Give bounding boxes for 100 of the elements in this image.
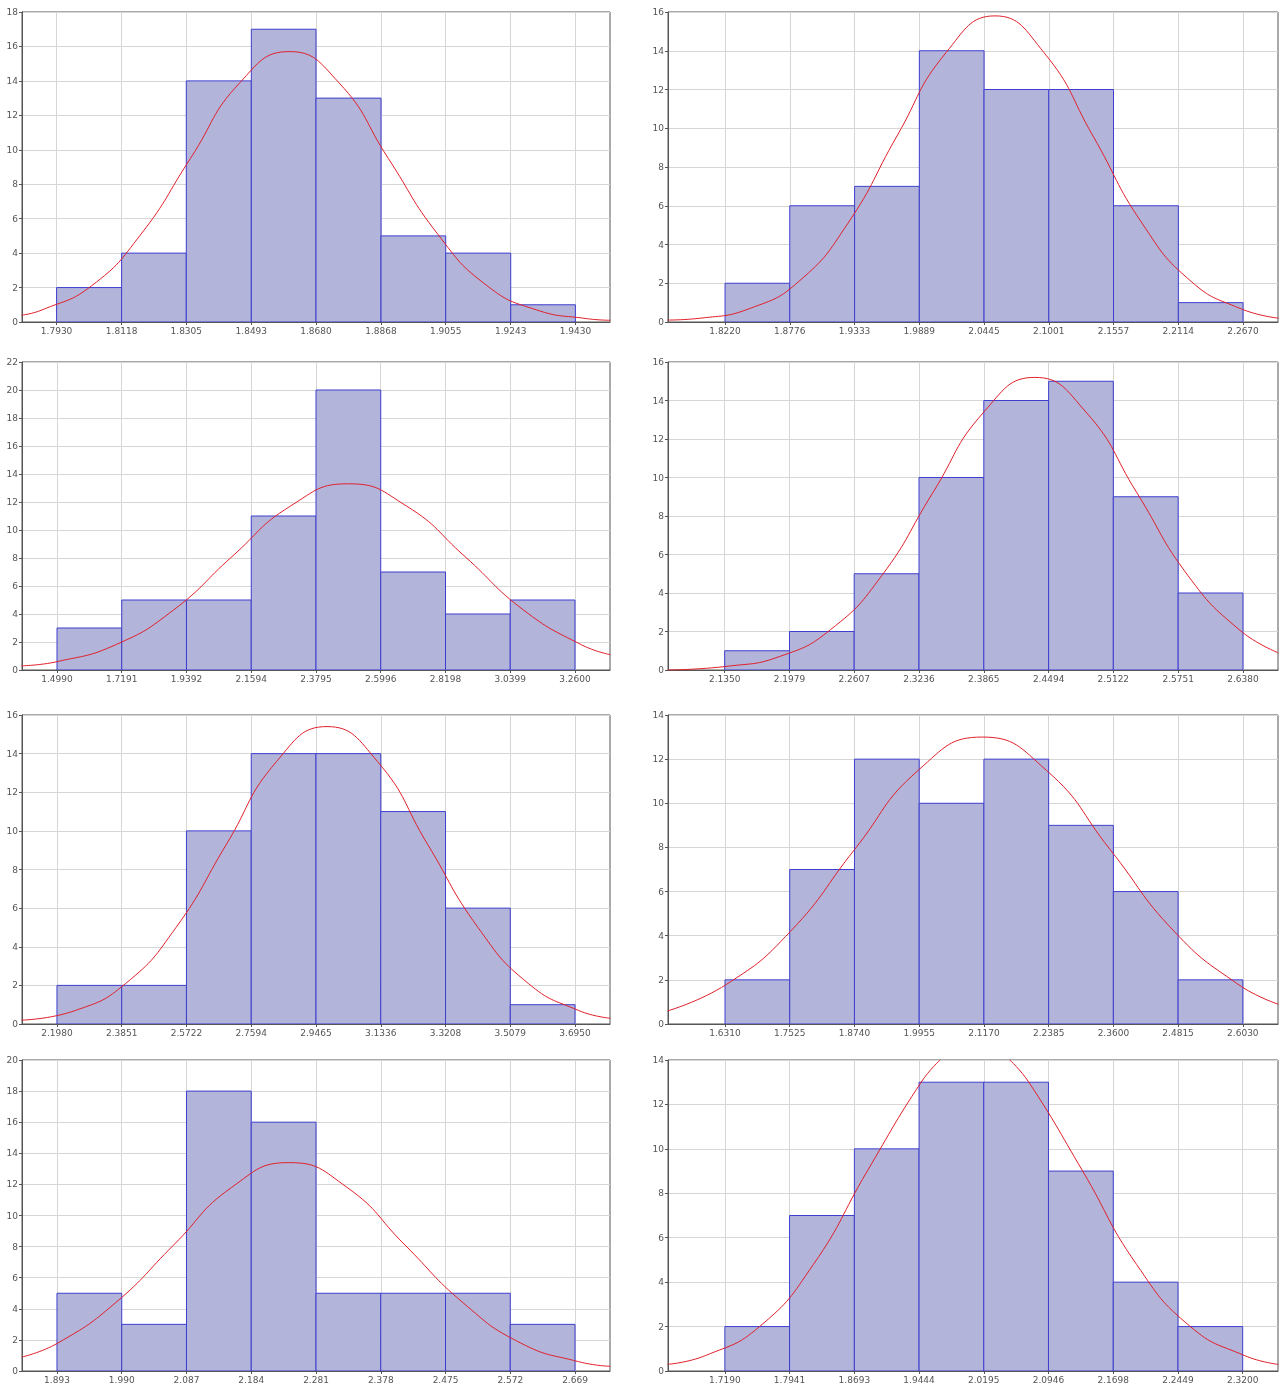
x-tick-label: 2.475	[432, 1374, 459, 1385]
x-tick-label: 2.8198	[429, 673, 462, 684]
x-tick-label: 2.6380	[1227, 673, 1259, 684]
y-tick-label: 4	[658, 930, 665, 941]
y-tick-label: 12	[652, 754, 664, 765]
x-tick-label: 2.572	[497, 1374, 524, 1385]
y-tick-label: 14	[6, 748, 19, 759]
x-tick-label: 3.6950	[559, 1027, 592, 1038]
y-tick-label: 8	[658, 511, 665, 521]
y-tick-label: 12	[652, 1099, 664, 1110]
y-tick-label: 2	[12, 282, 18, 293]
x-tick-label: 1.4990	[41, 673, 74, 684]
x-tick-label: 1.9055	[429, 325, 462, 336]
x-tick-label: 2.087	[173, 1374, 200, 1385]
x-tick-label: 2.7594	[235, 1027, 268, 1038]
x-tick-label: 1.9889	[903, 325, 936, 336]
y-tick-label: 2	[658, 974, 664, 985]
y-tick-label: 8	[12, 553, 19, 563]
y-tick-label: 2	[12, 637, 18, 647]
x-tick-label: 1.9430	[559, 325, 592, 336]
y-tick-label: 10	[6, 1210, 19, 1221]
y-tick-label: 14	[6, 1148, 19, 1159]
y-tick-label: 16	[6, 441, 19, 451]
x-tick-label: 1.7190	[709, 1374, 741, 1385]
x-tick-label: 2.281	[303, 1374, 329, 1385]
x-tick-label: 1.8868	[365, 325, 398, 336]
x-tick-label: 1.8776	[774, 325, 806, 336]
y-tick-label: 0	[658, 1019, 665, 1029]
y-tick-label: 6	[12, 903, 19, 914]
y-tick-label: 0	[658, 1366, 665, 1376]
y-tick-label: 4	[12, 1303, 19, 1314]
y-tick-label: 4	[12, 609, 19, 619]
x-tick-label: 1.7930	[40, 325, 73, 336]
y-tick-label: 0	[12, 1019, 19, 1029]
x-tick-label: 1.8493	[235, 325, 268, 336]
y-tick-label: 10	[652, 798, 665, 809]
y-tick-label: 22	[6, 357, 18, 367]
y-tick-label: 8	[658, 162, 665, 172]
x-tick-label: 2.3600	[1097, 1027, 1130, 1038]
x-tick-label: 2.184	[238, 1374, 265, 1385]
y-tick-label: 12	[652, 84, 664, 95]
y-tick-label: 20	[6, 385, 19, 395]
y-tick-label: 14	[652, 1055, 665, 1065]
y-tick-label: 6	[658, 200, 665, 211]
x-tick-label: 1.7525	[773, 1027, 806, 1038]
y-tick-label: 10	[6, 525, 19, 535]
y-tick-label: 0	[12, 665, 19, 675]
x-tick-label: 3.1336	[365, 1027, 397, 1038]
x-tick-label: 2.5122	[1097, 673, 1130, 684]
y-tick-label: 14	[6, 469, 19, 479]
x-tick-label: 2.1001	[1033, 325, 1065, 336]
x-tick-label: 2.0445	[968, 325, 1000, 336]
x-tick-label: 2.2607	[838, 673, 870, 684]
x-tick-label: 2.3236	[903, 673, 936, 684]
x-tick-label: 1.9955	[903, 1027, 935, 1038]
y-tick-label: 0	[658, 665, 665, 675]
y-tick-label: 14	[652, 395, 665, 406]
x-tick-label: 2.2114	[1162, 325, 1195, 336]
y-tick-label: 6	[12, 213, 19, 224]
x-tick-label: 2.2385	[1032, 1027, 1065, 1038]
x-tick-label: 2.6030	[1227, 1027, 1259, 1038]
y-tick-label: 12	[6, 787, 18, 798]
y-tick-label: 4	[12, 248, 19, 259]
y-tick-label: 8	[658, 842, 665, 853]
y-tick-label: 8	[12, 864, 19, 875]
y-tick-label: 4	[658, 239, 665, 250]
y-tick-label: 4	[658, 588, 665, 598]
y-tick-label: 2	[12, 1334, 18, 1345]
y-tick-label: 10	[652, 1143, 665, 1154]
y-tick-label: 6	[658, 549, 665, 560]
y-tick-label: 18	[6, 7, 19, 17]
line-series	[21, 1162, 611, 1367]
x-tick-label: 2.1350	[708, 673, 741, 684]
y-tick-label: 14	[6, 75, 19, 86]
x-tick-label: 2.3200	[1226, 1374, 1259, 1385]
y-tick-label: 10	[6, 144, 19, 155]
x-tick-label: 3.3208	[429, 1027, 462, 1038]
y-tick-label: 8	[12, 179, 19, 190]
x-tick-label: 2.9465	[300, 1027, 332, 1038]
y-tick-label: 16	[6, 1117, 19, 1128]
y-tick-label: 0	[658, 317, 665, 327]
x-tick-label: 1.9444	[903, 1374, 936, 1385]
x-tick-label: 2.5996	[364, 673, 397, 684]
x-tick-label: 3.2600	[559, 673, 592, 684]
x-tick-label: 2.1557	[1097, 325, 1130, 336]
x-tick-label: 1.7191	[106, 673, 138, 684]
x-tick-label: 2.3851	[105, 1027, 138, 1038]
x-tick-label: 2.4494	[1032, 673, 1065, 684]
x-tick-label: 1.8693	[838, 1374, 871, 1385]
y-tick-label: 18	[6, 413, 19, 423]
y-tick-label: 2	[658, 626, 664, 637]
y-tick-label: 6	[658, 1232, 665, 1243]
x-tick-label: 1.8305	[170, 325, 203, 336]
x-tick-label: 2.5722	[170, 1027, 203, 1038]
y-tick-label: 6	[658, 886, 665, 897]
x-tick-label: 1.9392	[170, 673, 203, 684]
y-tick-label: 10	[6, 825, 19, 836]
line-series	[21, 483, 611, 667]
x-tick-label: 2.5751	[1162, 673, 1194, 684]
x-tick-label: 1.9333	[838, 325, 871, 336]
